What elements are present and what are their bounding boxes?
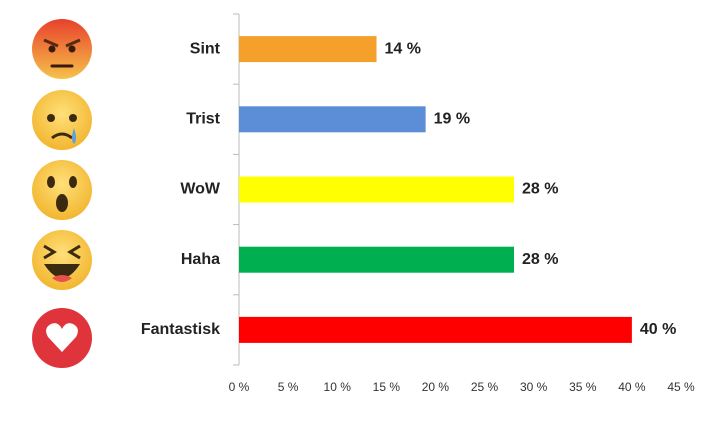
emoji-haha xyxy=(32,230,92,290)
category-label: Trist xyxy=(186,111,220,128)
emoji-angry xyxy=(32,19,92,79)
x-tick-label: 15 % xyxy=(373,380,401,394)
value-label: 28 % xyxy=(522,251,558,268)
bar xyxy=(239,176,515,203)
x-tick-label: 5 % xyxy=(278,380,299,394)
x-tick-label: 45 % xyxy=(667,380,695,394)
x-tick-label: 30 % xyxy=(520,380,548,394)
emoji-sad xyxy=(32,90,92,150)
emoji-wow xyxy=(32,160,92,220)
x-tick-label: 20 % xyxy=(422,380,450,394)
value-label: 19 % xyxy=(434,111,470,128)
value-label: 28 % xyxy=(522,181,558,198)
bar xyxy=(239,106,426,133)
x-tick-label: 25 % xyxy=(471,380,499,394)
category-label: Sint xyxy=(190,40,221,57)
category-label: Fantastisk xyxy=(141,321,220,338)
x-tick-label: 35 % xyxy=(569,380,597,394)
value-label: 40 % xyxy=(640,321,676,338)
category-label: WoW xyxy=(180,181,221,198)
x-tick-label: 10 % xyxy=(324,380,352,394)
bar xyxy=(239,246,515,273)
x-tick-label: 0 % xyxy=(229,380,250,394)
category-label: Haha xyxy=(181,251,220,268)
x-tick-label: 40 % xyxy=(618,380,646,394)
bar xyxy=(239,316,632,343)
emoji-love xyxy=(32,308,92,368)
bar xyxy=(239,36,377,63)
value-label: 14 % xyxy=(385,40,421,57)
